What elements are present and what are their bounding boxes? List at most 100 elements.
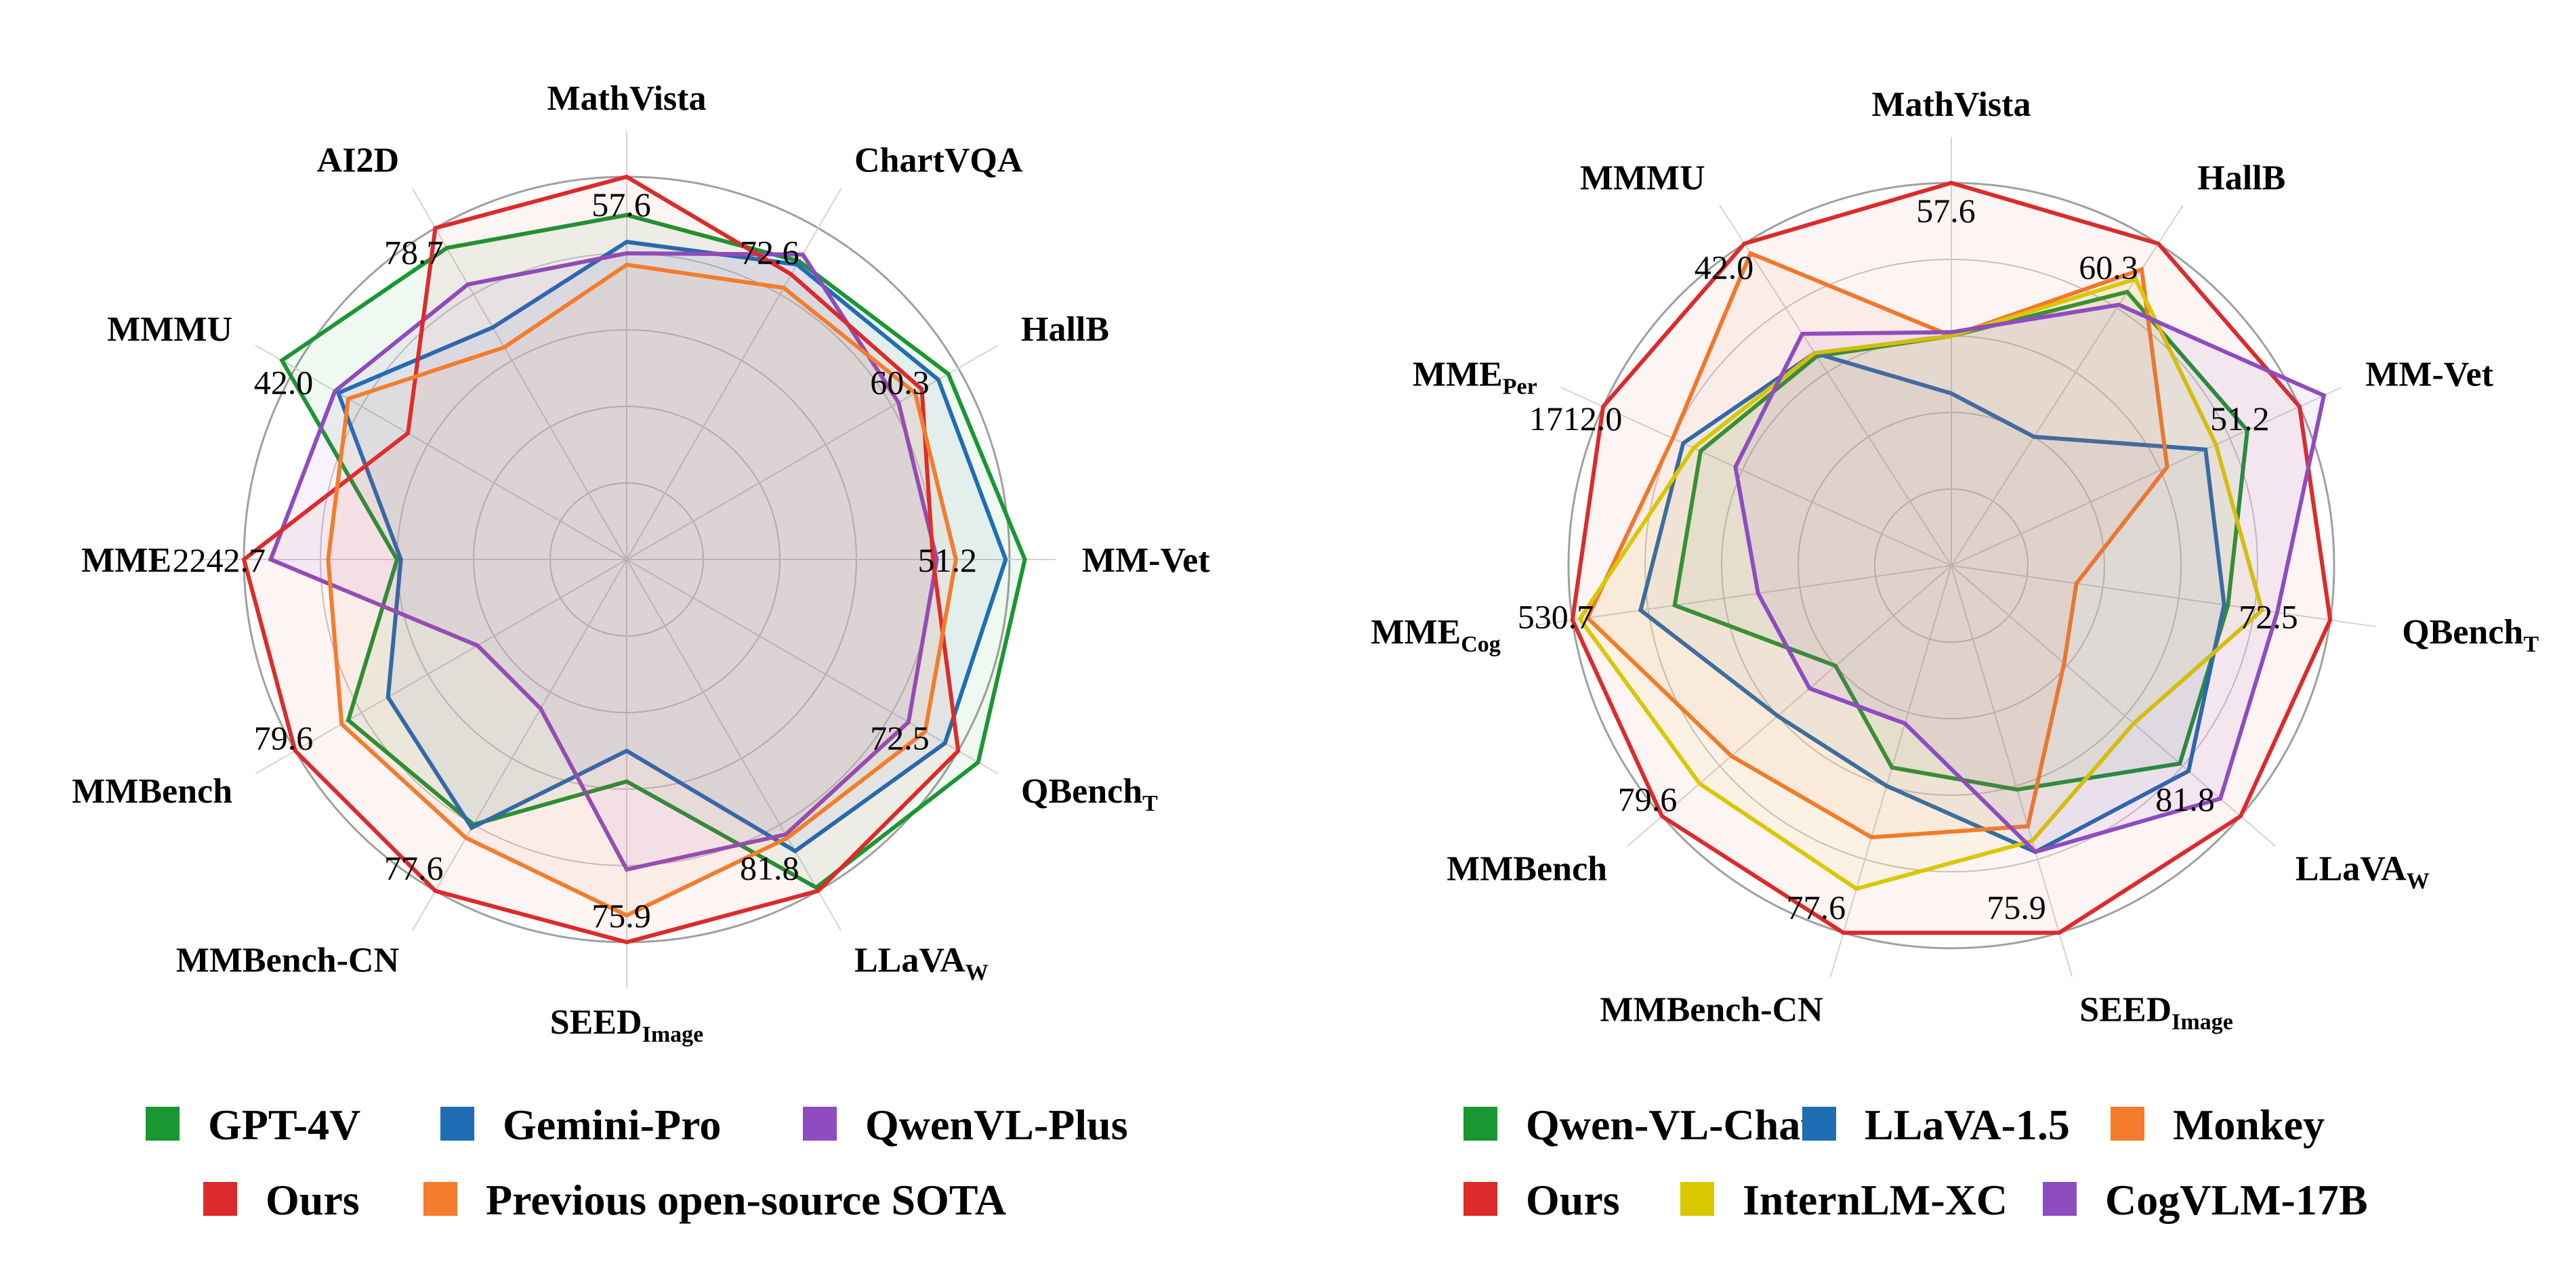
axis-max-label-qbencht: 72.5 — [870, 719, 930, 757]
series-cogvlm-17b-polygon — [1733, 302, 2327, 855]
legend-swatch-internlm-xc — [1680, 1182, 1714, 1216]
legend-label-ours: Ours — [266, 1176, 360, 1224]
radar-chart-right: MathVista 57.6 HallB 60.3 MM-Vet 51.2 QBenchT 7… — [1371, 85, 2539, 1034]
legend-label-llava-1-5: LLaVA-1.5 — [1865, 1101, 2070, 1149]
legend-label-qwen-vl-chat: Qwen-VL-Chat — [1526, 1101, 1815, 1149]
axis-max-label-hallb: 60.3 — [870, 364, 930, 402]
series-monkey-polygon — [1585, 251, 2169, 840]
axis-spoke-mmbench-cn — [1829, 565, 1952, 977]
axis-spoke-mmecog — [1526, 565, 1952, 628]
axis-label-ai2d: AI2D — [317, 141, 399, 179]
axis-label-llavaw: LLaVAW — [2295, 850, 2430, 894]
axis-max-label-mmmu: 42.0 — [254, 364, 314, 402]
legend-label-cogvlm-17b: CogVLM-17B — [2105, 1176, 2368, 1224]
axis-spoke-mmbench — [1627, 565, 1952, 847]
axis-label-mmmu: MMMU — [1580, 158, 1705, 197]
legend-swatch-qwenvl-plus — [803, 1107, 837, 1141]
axis-max-label-mmmu: 42.0 — [1695, 248, 1754, 286]
axis-label-seedimage: SEEDImage — [550, 1003, 704, 1047]
axis-max-label-mmecog: 530.7 — [1518, 598, 1594, 636]
axis-max-label-mathvista: 57.6 — [1916, 192, 1976, 230]
axis-label-hallb: HallB — [1021, 310, 1109, 349]
legend-swatch-qwen-vl-chat — [1463, 1107, 1497, 1141]
axis-label-mmeper: MMEPer — [1413, 356, 1537, 400]
axis-label-mmecog: MMECog — [1371, 613, 1500, 657]
axis-spoke-llavaw — [626, 559, 842, 931]
axis-max-label-seedimage: 75.9 — [1987, 889, 2046, 927]
radar-chart-left: MathVista 57.6 ChartVQA 72.6 HallB 60.3 MM-Vet… — [72, 79, 1210, 1047]
axis-label-mmbench: MMBench — [1447, 850, 1607, 889]
axis-max-label-chartvqa: 72.6 — [740, 233, 799, 271]
axis-spoke-hallb — [626, 344, 999, 560]
axis-max-label-mme: 2242.7 — [173, 541, 266, 579]
series-qwenvl-plus-polygon — [268, 251, 939, 872]
axis-max-label-llavaw: 81.8 — [2155, 780, 2215, 818]
axis-max-label-mmbench: 79.6 — [1618, 780, 1678, 818]
legend-label-monkey: Monkey — [2173, 1101, 2325, 1149]
legend-swatch-gemini-pro — [440, 1107, 474, 1141]
legend-right: Qwen-VL-Chat LLaVA-1.5 Monkey Ours InternLM-… — [1463, 1101, 2368, 1224]
axis-spoke-mmeper — [1560, 387, 1952, 566]
axis-max-label-llavaw: 81.8 — [740, 849, 799, 887]
axis-label-mmbench-cn: MMBench-CN — [1600, 990, 1823, 1029]
axis-label-mmmu: MMMU — [107, 310, 232, 349]
axis-label-seedimage: SEEDImage — [2079, 990, 2233, 1034]
legend-swatch-ours — [203, 1182, 237, 1216]
axis-label-mathvista: MathVista — [1872, 85, 2031, 124]
legend-label-internlm-xc: InternLM-XC — [1743, 1176, 2008, 1224]
axis-max-label-ai2d: 78.7 — [384, 233, 444, 271]
axis-spoke-mmmu — [1719, 205, 1952, 566]
series-ours-polygon — [241, 174, 961, 945]
axis-max-label-hallb: 60.3 — [2079, 248, 2138, 286]
axis-max-label-qbencht: 72.5 — [2239, 598, 2298, 636]
axis-max-label-mm-vet: 51.2 — [918, 541, 978, 579]
legend-label-gemini-pro: Gemini-Pro — [503, 1101, 721, 1149]
axis-label-mathvista: MathVista — [547, 79, 707, 118]
axis-label-mme: MME — [81, 541, 171, 580]
legend-swatch-ours — [1463, 1182, 1497, 1216]
series-llava-1-5-polygon — [1638, 351, 2226, 855]
axis-spoke-chartvqa — [626, 188, 842, 560]
series-internlm-xc-polygon — [1577, 276, 2264, 891]
axis-label-chartvqa: ChartVQA — [854, 141, 1023, 179]
axis-max-label-mmeper: 1712.0 — [1529, 400, 1623, 438]
series-ours-polygon — [1570, 180, 2333, 935]
legend-swatch-gpt-4v — [146, 1107, 180, 1141]
legend-left: GPT-4V Gemini-Pro QwenVL-Plus Ours Previous … — [146, 1101, 1128, 1224]
axis-spoke-qbencht — [1951, 565, 2376, 628]
axis-label-mmbench-cn: MMBench-CN — [176, 941, 399, 980]
legend-label-ours: Ours — [1526, 1176, 1620, 1224]
axis-label-llavaw: LLaVAW — [854, 941, 989, 986]
axis-label-mm-vet: MM-Vet — [1082, 541, 1210, 580]
axis-spoke-mmbench — [255, 559, 627, 775]
axis-max-label-mm-vet: 51.2 — [2210, 400, 2270, 438]
series-gpt-4v-polygon — [279, 213, 1027, 890]
axis-label-qbencht: QBenchT — [1021, 772, 1158, 816]
legend-label-previous-open-source-sota: Previous open-source SOTA — [486, 1176, 1006, 1224]
legend-label-gpt-4v: GPT-4V — [208, 1101, 360, 1149]
legend-swatch-previous-open-source-sota — [423, 1182, 457, 1216]
legend-swatch-monkey — [2111, 1107, 2144, 1141]
axis-spoke-ai2d — [411, 188, 627, 560]
axis-spoke-mmmu — [255, 344, 627, 560]
axis-label-hallb: HallB — [2197, 158, 2285, 197]
axis-max-label-mmbench: 79.6 — [254, 719, 314, 757]
axis-label-qbencht: QBenchT — [2402, 613, 2539, 657]
legend-swatch-cogvlm-17b — [2043, 1182, 2077, 1216]
axis-spoke-qbencht — [626, 559, 999, 775]
axis-max-label-mmbench-cn: 77.6 — [384, 849, 444, 887]
series-qwen-vl-chat-polygon — [1672, 289, 2250, 792]
legend-label-qwenvl-plus: QwenVL-Plus — [865, 1101, 1128, 1149]
series-gemini-pro-polygon — [335, 239, 1008, 854]
axis-spoke-mm-vet — [1951, 387, 2342, 566]
legend-swatch-llava-1-5 — [1802, 1107, 1836, 1141]
axis-max-label-mathvista: 57.6 — [591, 186, 651, 224]
axis-label-mm-vet: MM-Vet — [2365, 356, 2493, 394]
series-previous-open-source-sota-polygon — [326, 262, 958, 918]
axis-label-mmbench: MMBench — [72, 772, 232, 811]
axis-max-label-mmbench-cn: 77.6 — [1787, 889, 1846, 927]
axis-spoke-mmbench-cn — [411, 559, 627, 931]
axis-spoke-seedimage — [1951, 565, 2073, 977]
axis-max-label-seedimage: 75.9 — [591, 897, 651, 935]
